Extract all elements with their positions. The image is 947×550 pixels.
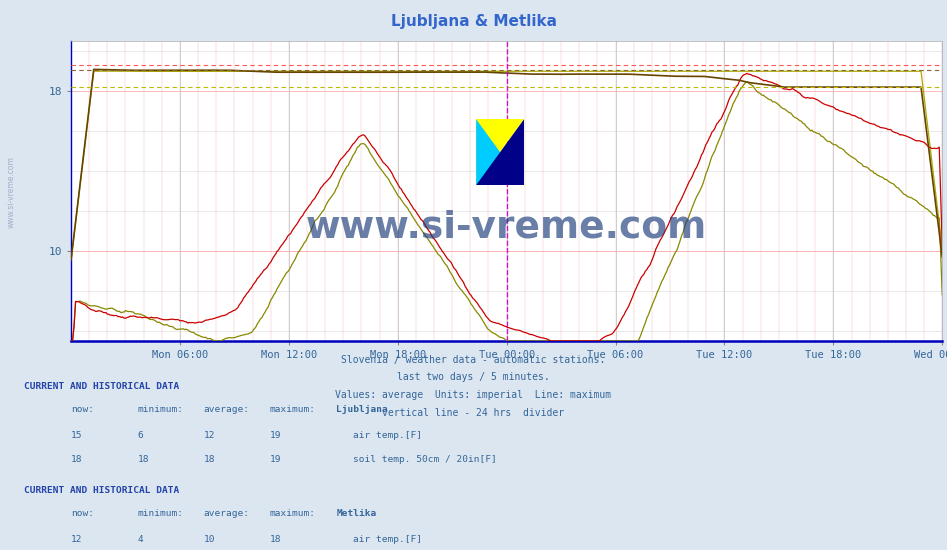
Text: average:: average:	[204, 405, 250, 414]
Text: CURRENT AND HISTORICAL DATA: CURRENT AND HISTORICAL DATA	[24, 382, 179, 391]
Text: Ljubljana: Ljubljana	[336, 405, 388, 414]
Text: air temp.[F]: air temp.[F]	[353, 535, 422, 543]
Text: www.si-vreme.com: www.si-vreme.com	[7, 157, 16, 228]
Text: Slovenia / weather data - automatic stations.: Slovenia / weather data - automatic stat…	[341, 355, 606, 365]
Text: 19: 19	[270, 431, 281, 440]
Text: 18: 18	[270, 535, 281, 543]
Text: 18: 18	[71, 455, 82, 464]
Text: 18: 18	[204, 455, 215, 464]
Text: Values: average  Units: imperial  Line: maximum: Values: average Units: imperial Line: ma…	[335, 390, 612, 400]
Polygon shape	[476, 119, 524, 185]
Text: minimum:: minimum:	[137, 405, 184, 414]
Text: soil temp. 50cm / 20in[F]: soil temp. 50cm / 20in[F]	[353, 455, 497, 464]
Text: Metlika: Metlika	[336, 509, 377, 518]
Text: 19: 19	[270, 455, 281, 464]
Text: 12: 12	[71, 535, 82, 543]
Text: vertical line - 24 hrs  divider: vertical line - 24 hrs divider	[383, 408, 564, 417]
Polygon shape	[476, 119, 524, 185]
Text: 12: 12	[204, 431, 215, 440]
Text: minimum:: minimum:	[137, 509, 184, 518]
Text: maximum:: maximum:	[270, 509, 316, 518]
Text: Ljubljana & Metlika: Ljubljana & Metlika	[390, 14, 557, 29]
Text: www.si-vreme.com: www.si-vreme.com	[306, 209, 707, 245]
Text: 18: 18	[137, 455, 149, 464]
Text: last two days / 5 minutes.: last two days / 5 minutes.	[397, 372, 550, 382]
Text: now:: now:	[71, 405, 94, 414]
Polygon shape	[476, 119, 524, 185]
Text: air temp.[F]: air temp.[F]	[353, 431, 422, 440]
Text: now:: now:	[71, 509, 94, 518]
Text: CURRENT AND HISTORICAL DATA: CURRENT AND HISTORICAL DATA	[24, 486, 179, 494]
Text: average:: average:	[204, 509, 250, 518]
Text: 10: 10	[204, 535, 215, 543]
Text: 4: 4	[137, 535, 143, 543]
Text: 6: 6	[137, 431, 143, 440]
Text: 15: 15	[71, 431, 82, 440]
Text: maximum:: maximum:	[270, 405, 316, 414]
